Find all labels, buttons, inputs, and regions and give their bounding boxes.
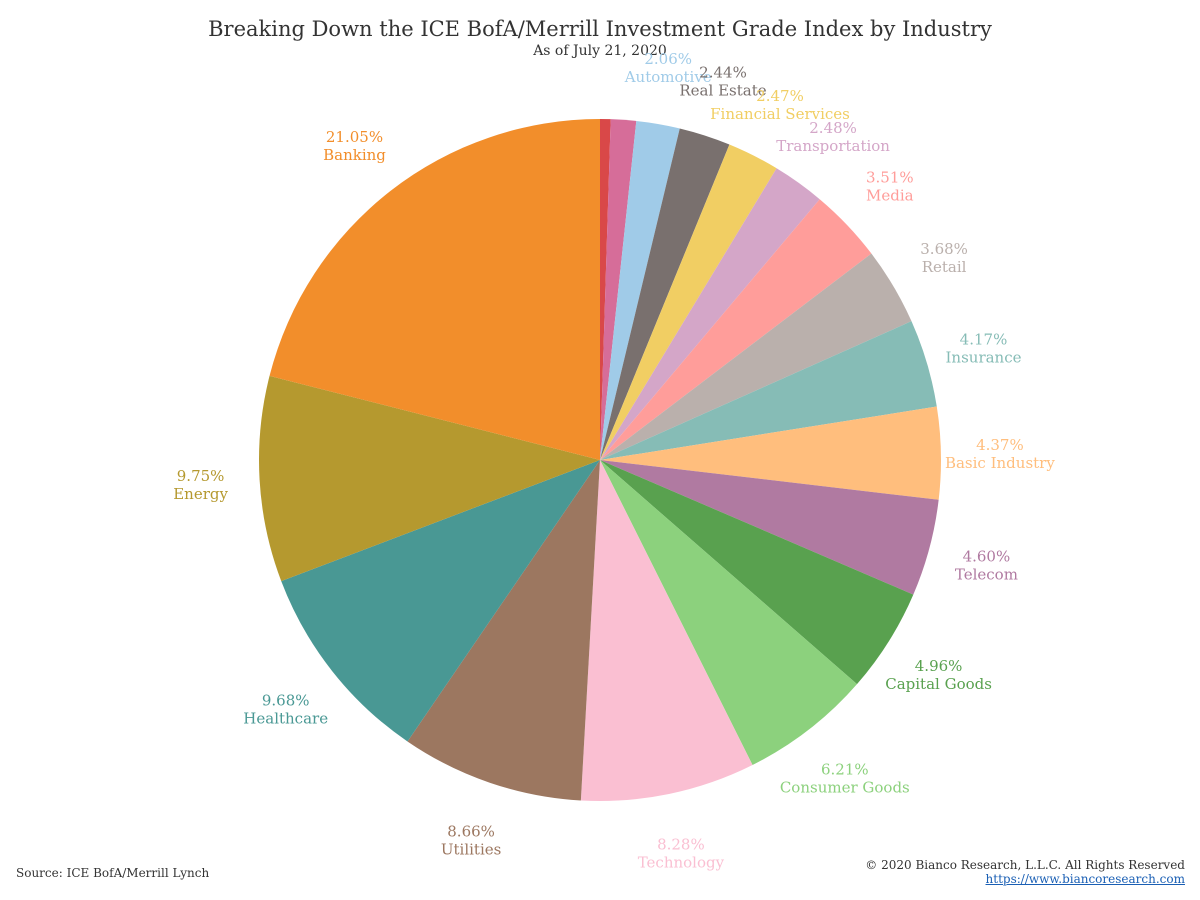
- slice-value-label-utilities: 8.66%: [447, 823, 495, 841]
- slice-value-label-energy: 9.75%: [177, 467, 225, 485]
- slice-value-label-technology: 8.28%: [657, 836, 705, 854]
- slice-category-label-financial-services: Financial Services: [710, 105, 850, 123]
- pie-slice-basic-industry: [600, 406, 941, 500]
- pie-slice-media: [600, 199, 872, 460]
- slice-value-label-capital-goods: 4.96%: [915, 657, 963, 675]
- slice-value-label-banking: 21.05%: [326, 128, 383, 146]
- slice-category-label-telecom: Telecom: [955, 565, 1018, 583]
- slice-category-label-consumer-goods: Consumer Goods: [780, 778, 910, 796]
- slice-category-label-banking: Banking: [323, 146, 386, 164]
- pie-slice-unlabeled-0: [600, 119, 611, 460]
- pie-slice-insurance: [600, 321, 937, 460]
- slice-value-label-healthcare: 9.68%: [262, 691, 310, 709]
- slice-value-label-media: 3.51%: [866, 168, 914, 186]
- pie-slice-banking: [269, 119, 600, 460]
- slice-value-label-basic-industry: 4.37%: [976, 436, 1024, 454]
- pie-slice-unlabeled-1: [600, 119, 637, 461]
- pie-slice-real-estate: [600, 128, 730, 460]
- slice-value-label-financial-services: 2.47%: [756, 87, 804, 105]
- slice-category-label-transportation: Transportation: [776, 137, 890, 155]
- slice-category-label-technology: Technology: [638, 854, 725, 872]
- slice-value-label-automotive: 2.06%: [644, 50, 692, 68]
- slice-category-label-real-estate: Real Estate: [679, 81, 766, 99]
- website-link[interactable]: https://www.biancoresearch.com: [985, 872, 1185, 886]
- pie-slice-capital-goods: [600, 460, 914, 685]
- source-note: Source: ICE BofA/Merrill Lynch: [16, 866, 210, 880]
- pie-slice-automotive: [600, 120, 680, 460]
- pie-slice-telecom: [600, 460, 939, 595]
- slice-category-label-capital-goods: Capital Goods: [885, 675, 992, 693]
- slice-category-label-energy: Energy: [173, 485, 228, 503]
- slice-value-label-retail: 3.68%: [920, 240, 968, 258]
- pie-slices: [259, 119, 941, 801]
- pie-slice-utilities: [407, 460, 600, 801]
- slice-category-label-utilities: Utilities: [441, 841, 501, 859]
- slice-value-label-transportation: 2.48%: [809, 119, 857, 137]
- slice-category-label-automotive: Automotive: [624, 68, 712, 86]
- slice-value-label-real-estate: 2.44%: [699, 63, 747, 81]
- pie-slice-consumer-goods: [600, 460, 857, 765]
- slice-value-label-insurance: 4.17%: [960, 330, 1008, 348]
- copyright-note: © 2020 Bianco Research, L.L.C. All Right…: [865, 858, 1185, 872]
- pie-slice-financial-services: [600, 144, 777, 460]
- pie-slice-retail: [600, 253, 912, 460]
- pie-slice-technology: [580, 460, 753, 801]
- slice-category-label-insurance: Insurance: [946, 348, 1022, 366]
- slice-value-label-consumer-goods: 6.21%: [821, 760, 869, 778]
- slice-category-label-retail: Retail: [922, 258, 967, 276]
- pie-slice-energy: [259, 375, 600, 582]
- chart-subtitle: As of July 21, 2020: [533, 43, 667, 59]
- slice-value-label-telecom: 4.60%: [963, 547, 1011, 565]
- slice-category-label-basic-industry: Basic Industry: [945, 454, 1055, 472]
- chart-title: Breaking Down the ICE BofA/Merrill Inves…: [208, 17, 992, 41]
- slice-category-label-media: Media: [866, 186, 914, 204]
- slice-category-label-healthcare: Healthcare: [243, 709, 328, 727]
- pie-slice-transportation: [600, 168, 820, 461]
- pie-slice-healthcare: [281, 460, 600, 742]
